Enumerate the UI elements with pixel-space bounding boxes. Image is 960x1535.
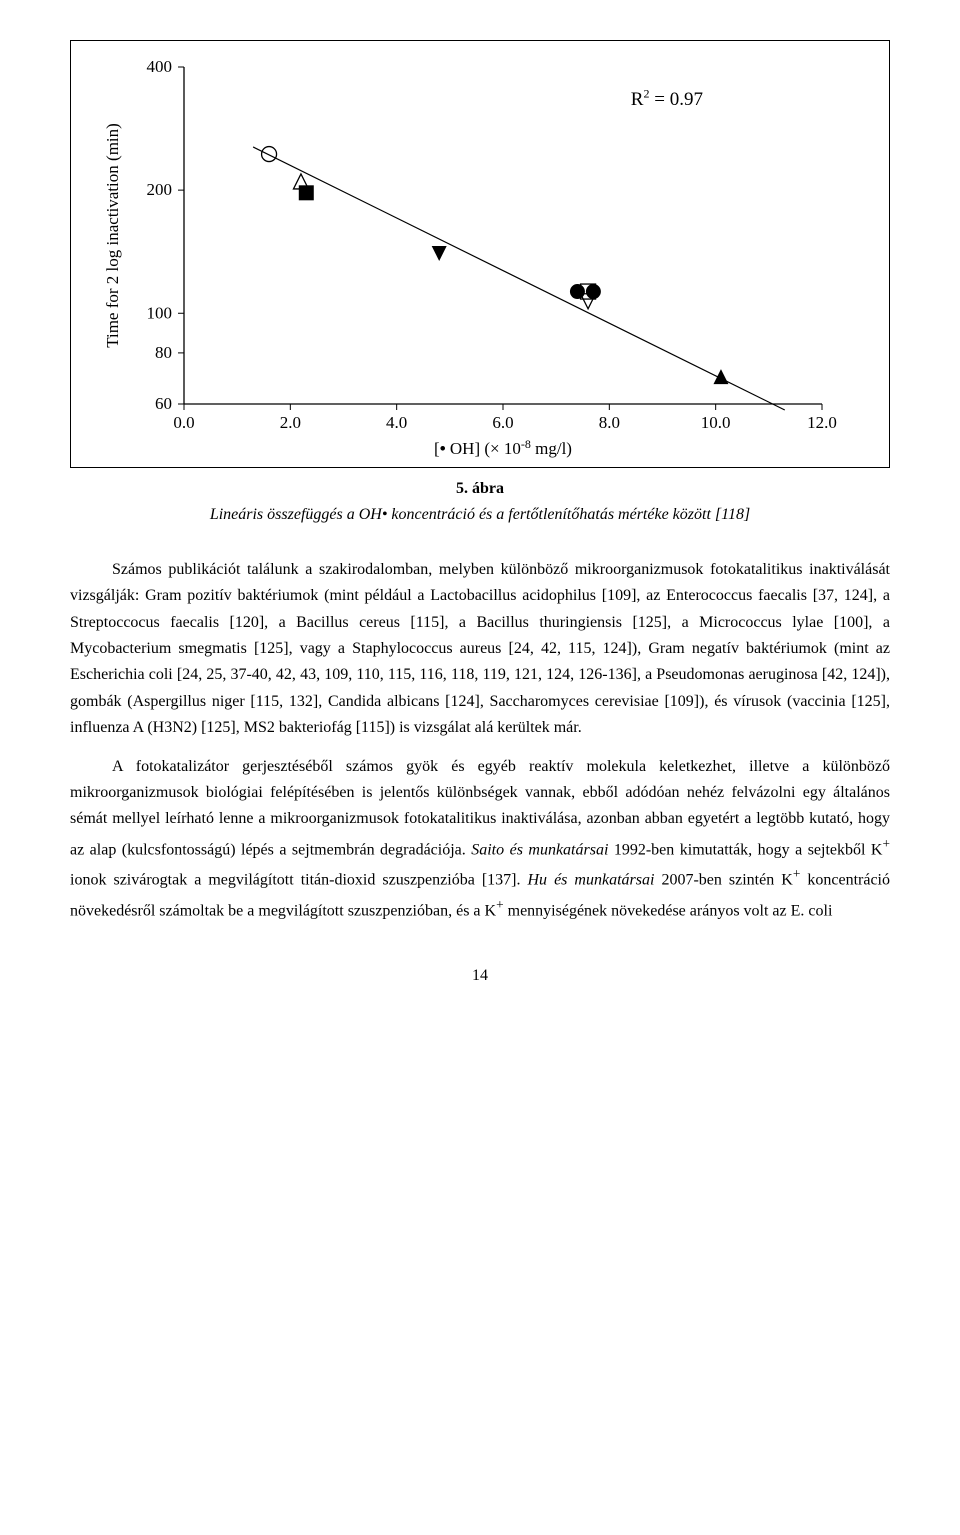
figure-container: 0.0 2.0 4.0 6.0 8.0 10.0 12.0 60 80 100 200 400 [• O… — [70, 40, 890, 468]
svg-text:80: 80 — [155, 343, 172, 362]
svg-text:200: 200 — [147, 180, 173, 199]
caption-text: Lineáris összefüggés a OH• koncentráció … — [70, 502, 890, 528]
svg-text:[• OH] (× 10-8 mg/l): [• OH] (× 10-8 mg/l) — [434, 437, 572, 458]
svg-text:12.0: 12.0 — [807, 413, 837, 432]
body-paragraph: A fotokatalizátor gerjesztéséből számos … — [70, 754, 890, 925]
svg-text:400: 400 — [147, 57, 173, 76]
svg-text:8.0: 8.0 — [599, 413, 620, 432]
svg-text:Time for 2 log inactivation (m: Time for 2 log inactivation (min) — [103, 123, 122, 348]
svg-text:60: 60 — [155, 394, 172, 413]
figure-caption: 5. ábra Lineáris összefüggés a OH• konce… — [70, 476, 890, 529]
page-number: 14 — [70, 963, 890, 989]
svg-text:0.0: 0.0 — [173, 413, 194, 432]
scatter-chart: 0.0 2.0 4.0 6.0 8.0 10.0 12.0 60 80 100 200 400 [• O… — [75, 47, 869, 462]
svg-text:100: 100 — [147, 303, 173, 322]
svg-text:2.0: 2.0 — [280, 413, 301, 432]
svg-text:6.0: 6.0 — [492, 413, 513, 432]
svg-text:4.0: 4.0 — [386, 413, 407, 432]
svg-text:10.0: 10.0 — [701, 413, 731, 432]
rsquared-annotation: R2 = 0.97 — [631, 84, 703, 115]
body-paragraph: Számos publikációt találunk a szakirodal… — [70, 557, 890, 742]
caption-number: 5. ábra — [70, 476, 890, 502]
